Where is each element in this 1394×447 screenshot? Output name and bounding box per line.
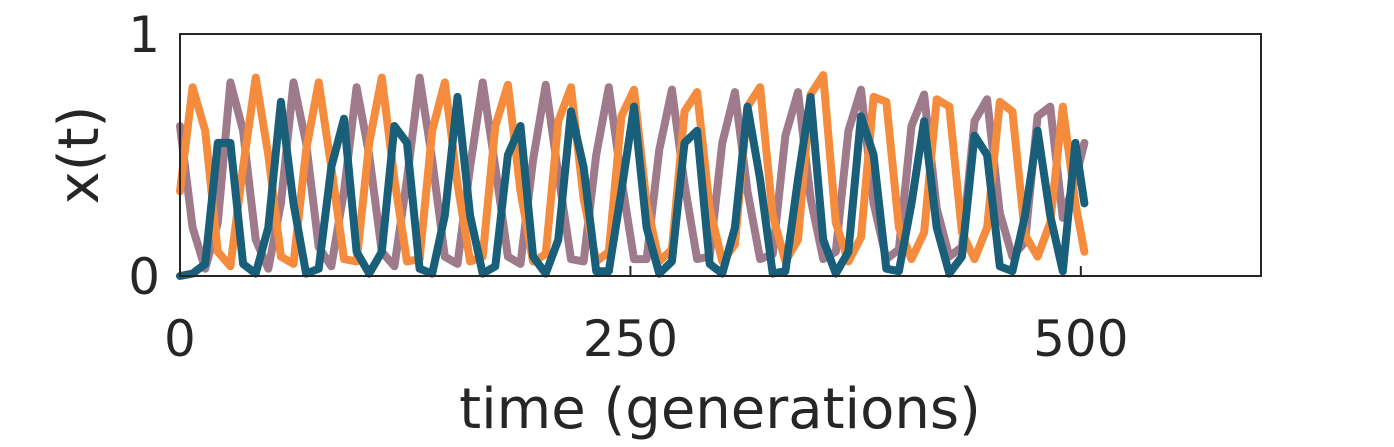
y-tick-label: 1 xyxy=(128,6,160,64)
series-line-3 xyxy=(176,92,1089,280)
x-tick-label: 500 xyxy=(1033,310,1128,368)
series-layer xyxy=(176,71,1089,280)
plot-frame xyxy=(179,33,1262,277)
x-tick-label: 250 xyxy=(583,310,678,368)
y-tick-label: 0 xyxy=(128,248,160,306)
x-axis-label: time (generations) xyxy=(459,377,981,442)
y-axis-label: x(t) xyxy=(47,106,112,205)
x-tick-label: 0 xyxy=(164,310,196,368)
tick-layer: 0 250 500 0 1 xyxy=(128,6,1128,368)
